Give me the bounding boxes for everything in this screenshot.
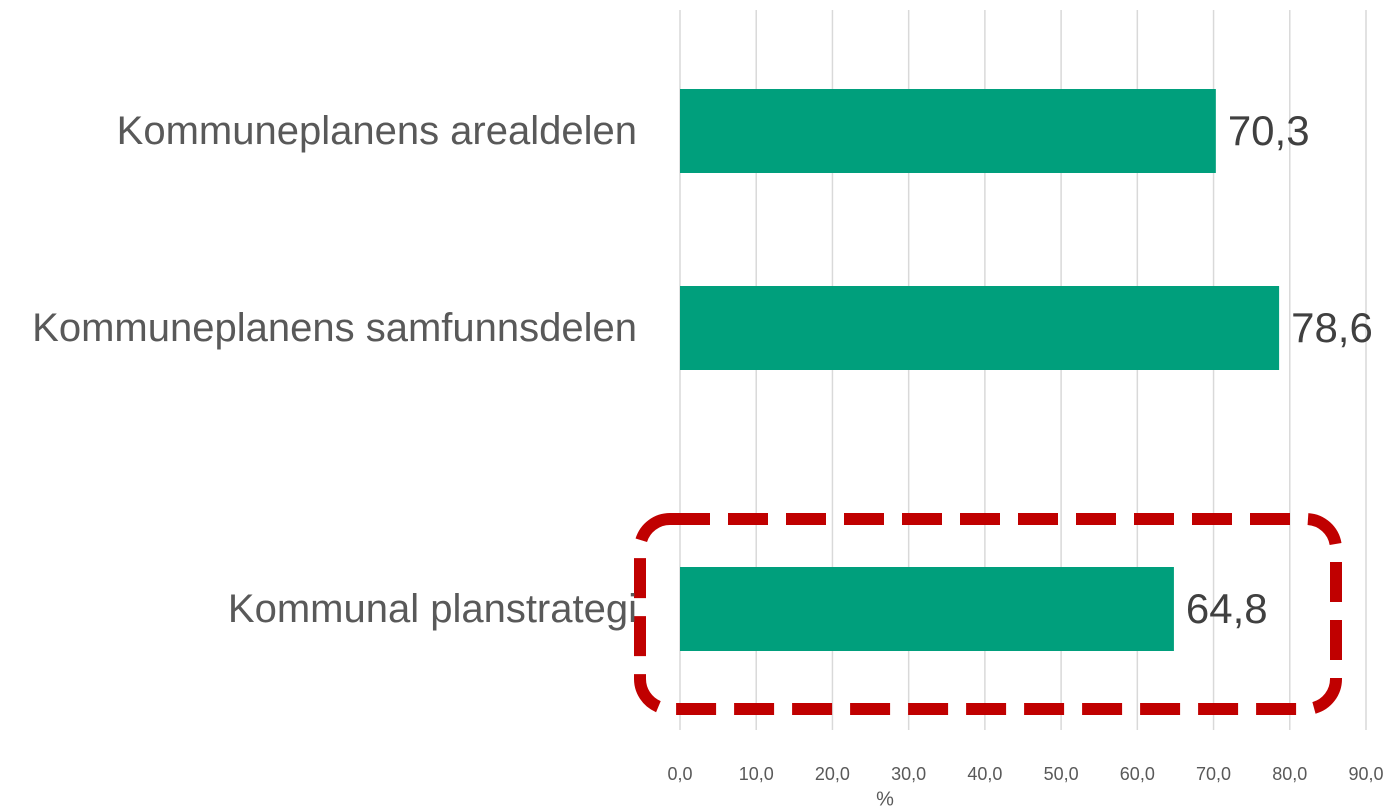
bar: [680, 567, 1174, 651]
x-tick-label: 10,0: [739, 764, 774, 784]
value-label: 64,8: [1186, 585, 1268, 632]
value-label: 70,3: [1228, 107, 1310, 154]
y-tick-label: Kommunal planstrategi: [227, 587, 637, 631]
x-tick-label: 60,0: [1120, 764, 1155, 784]
bar: [680, 89, 1216, 173]
x-tick-label: 80,0: [1272, 764, 1307, 784]
y-tick-label: Kommuneplanens samfunnsdelen: [32, 306, 637, 350]
bar: [680, 286, 1280, 370]
x-tick-label: 50,0: [1044, 764, 1079, 784]
x-axis-label: %: [876, 788, 894, 810]
x-tick-label: 40,0: [967, 764, 1002, 784]
x-tick-label: 90,0: [1348, 764, 1383, 784]
value-label: 78,6: [1291, 304, 1373, 351]
y-tick-label: Kommuneplanens arealdelen: [116, 109, 637, 153]
x-tick-label: 20,0: [815, 764, 850, 784]
x-tick-label: 30,0: [891, 764, 926, 784]
x-tick-label: 70,0: [1196, 764, 1231, 784]
x-tick-label: 0,0: [667, 764, 692, 784]
highlight-box: [634, 513, 1342, 715]
